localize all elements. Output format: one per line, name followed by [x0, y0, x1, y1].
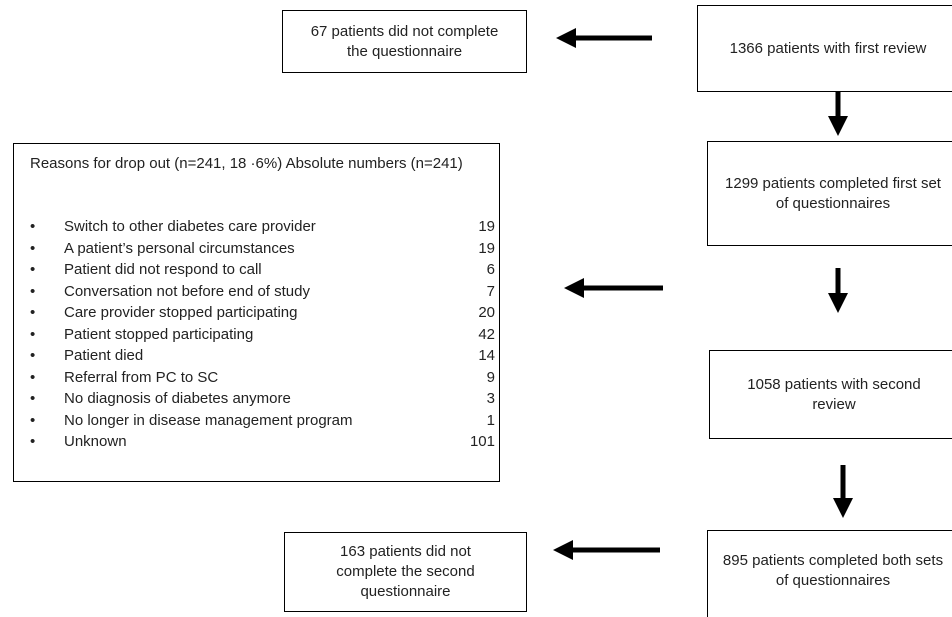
flow-box: 163 patients did not complete the second…: [284, 532, 527, 612]
reason-label: No diagnosis of diabetes anymore: [64, 390, 291, 407]
reason-label: Care provider stopped participating: [64, 304, 298, 321]
reason-label: No longer in disease management program: [64, 411, 353, 429]
box-label: 67 patients did not complete the questio…: [310, 22, 499, 60]
reason-row: • A patient’s personal circumstances 19: [14, 239, 501, 259]
bullet: •: [30, 368, 36, 386]
bullet: •: [30, 411, 36, 429]
bullet: •: [30, 282, 36, 300]
reasons-box: Reasons for drop out (n=241, 18 ·6%) Abs…: [13, 143, 500, 482]
reason-count: 6: [486, 261, 495, 278]
reason-count: 1: [486, 411, 495, 429]
reason-row: • No longer in disease management program…: [14, 411, 501, 431]
reason-count: 9: [486, 368, 495, 386]
bullet: •: [30, 347, 36, 364]
reason-label: Switch to other diabetes care provider: [64, 218, 316, 235]
reason-count: 3: [486, 390, 495, 407]
reason-label: Unknown: [64, 433, 127, 450]
box-label: 1299 patients completed first set of que…: [725, 174, 941, 212]
reason-count: 14: [478, 347, 495, 364]
reason-count: 42: [478, 325, 495, 343]
reason-count: 20: [478, 304, 495, 321]
reason-row: • Patient did not respond to call 6: [14, 260, 501, 280]
reason-count: 19: [478, 239, 495, 257]
flow-box: 1299 patients completed first set of que…: [707, 141, 952, 246]
bullet: •: [30, 433, 36, 450]
flow-box: 1058 patients with second review: [709, 350, 952, 439]
reason-row: • Conversation not before end of study 7: [14, 282, 501, 302]
flow-box: 67 patients did not complete the questio…: [282, 10, 527, 73]
reason-label: Patient died: [64, 347, 144, 364]
reason-row: • Referral from PC to SC 9: [14, 368, 501, 388]
bullet: •: [30, 325, 36, 343]
reason-label: A patient’s personal circumstances: [64, 239, 295, 257]
reason-label: Patient stopped participating: [64, 325, 254, 343]
bullet: •: [30, 261, 36, 278]
reason-row: • Care provider stopped participating 20: [14, 303, 501, 323]
box-label: 1366 patients with first review: [729, 39, 927, 57]
reason-row: • Patient stopped participating 42: [14, 325, 501, 345]
reason-row: • Switch to other diabetes care provider 1…: [14, 217, 501, 237]
reason-count: 101: [469, 433, 495, 450]
reasons-title: Reasons for drop out (n=241, 18 ·6%) Abs…: [30, 155, 463, 172]
bullet: •: [30, 390, 36, 407]
box-label: 895 patients completed both sets of ques…: [722, 552, 944, 589]
reason-label: Conversation not before end of study: [64, 282, 310, 300]
flow-box: 895 patients completed both sets of ques…: [707, 530, 952, 617]
bullet: •: [30, 218, 36, 235]
reason-label: Patient did not respond to call: [64, 261, 262, 278]
reason-count: 7: [486, 282, 495, 300]
box-label: 1058 patients with second review: [747, 375, 921, 413]
reason-count: 19: [478, 218, 495, 235]
box-label: 163 patients did not complete the second…: [336, 543, 475, 600]
bullet: •: [30, 239, 36, 257]
bullet: •: [30, 304, 36, 321]
arrow-group: [553, 28, 853, 560]
reason-row: • No diagnosis of diabetes anymore 3: [14, 389, 501, 409]
reason-label: Referral from PC to SC: [64, 368, 219, 386]
reason-row: • Unknown 101: [14, 432, 501, 452]
flow-box: 1366 patients with first review: [697, 5, 952, 92]
reason-row: • Patient died 14: [14, 346, 501, 366]
